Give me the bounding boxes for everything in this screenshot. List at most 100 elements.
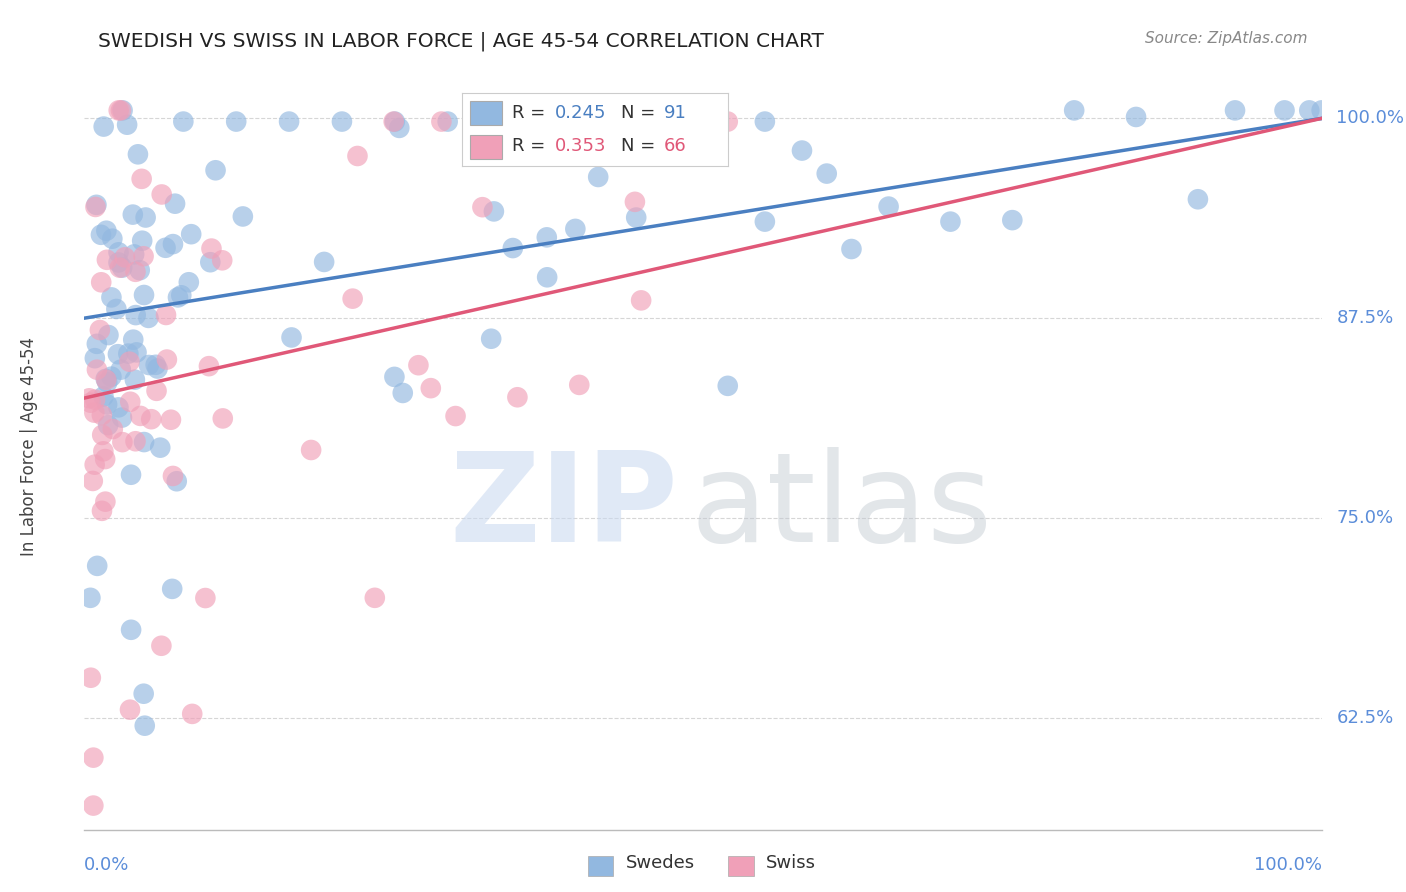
Point <box>167 290 190 304</box>
Point <box>502 241 524 255</box>
Point <box>96 397 118 411</box>
Point <box>436 114 458 128</box>
Point <box>86 336 108 351</box>
Point <box>471 200 494 214</box>
Point <box>200 242 222 256</box>
Point <box>79 591 101 605</box>
Point <box>364 591 387 605</box>
Point <box>94 494 117 508</box>
Point <box>648 114 671 128</box>
Point <box>564 222 586 236</box>
Point <box>204 163 226 178</box>
Point <box>93 444 115 458</box>
Point <box>107 245 129 260</box>
Point <box>391 386 413 401</box>
Point <box>120 467 142 482</box>
Point <box>82 798 104 813</box>
Point <box>132 687 155 701</box>
Point <box>150 187 173 202</box>
Point <box>107 347 129 361</box>
Point <box>717 379 740 393</box>
Point <box>82 750 104 764</box>
Point <box>470 103 492 118</box>
Point <box>1298 103 1320 118</box>
Point <box>124 434 146 449</box>
Point <box>232 210 254 224</box>
Point <box>166 475 188 489</box>
Point <box>83 406 105 420</box>
Point <box>200 255 222 269</box>
Point <box>96 373 118 387</box>
Text: 100.0%: 100.0% <box>1337 110 1405 128</box>
Text: In Labor Force | Age 45-54: In Labor Force | Age 45-54 <box>20 336 38 556</box>
Point <box>444 409 467 423</box>
Point <box>568 377 591 392</box>
Point <box>94 452 117 467</box>
Point <box>586 169 609 184</box>
Point <box>1125 110 1147 124</box>
Text: Swedes: Swedes <box>626 855 695 872</box>
Point <box>669 114 692 128</box>
Point <box>111 103 134 118</box>
Point <box>124 265 146 279</box>
Point <box>489 114 512 128</box>
Point <box>101 232 124 246</box>
Point <box>408 358 430 372</box>
Point <box>536 270 558 285</box>
Point <box>630 293 652 308</box>
Text: 100.0%: 100.0% <box>1254 856 1322 874</box>
Point <box>90 275 112 289</box>
Point <box>127 147 149 161</box>
Point <box>132 435 155 450</box>
Point <box>111 435 134 450</box>
Point <box>141 412 163 426</box>
Point <box>83 351 105 366</box>
Point <box>384 114 406 128</box>
Point <box>700 114 723 128</box>
Point <box>107 255 129 269</box>
Point <box>754 114 776 128</box>
Point <box>86 362 108 376</box>
Point <box>90 227 112 242</box>
Point <box>129 409 152 423</box>
Point <box>1001 213 1024 227</box>
Point <box>939 214 962 228</box>
Point <box>1223 103 1246 118</box>
Point <box>162 469 184 483</box>
Point <box>149 441 172 455</box>
Point <box>145 384 167 398</box>
Point <box>1063 103 1085 118</box>
Point <box>101 422 124 436</box>
Point <box>111 410 134 425</box>
Point <box>574 114 596 128</box>
Point <box>172 114 194 128</box>
Point <box>177 275 200 289</box>
Point <box>211 411 233 425</box>
Point <box>122 247 145 261</box>
Point <box>479 332 502 346</box>
Point <box>225 114 247 128</box>
Point <box>536 230 558 244</box>
Point <box>717 114 740 128</box>
Point <box>280 330 302 344</box>
Point <box>111 260 134 275</box>
Point <box>121 208 143 222</box>
Point <box>117 346 139 360</box>
Point <box>125 308 148 322</box>
Point <box>120 394 142 409</box>
Point <box>97 328 120 343</box>
Text: 75.0%: 75.0% <box>1337 509 1393 527</box>
Point <box>482 204 505 219</box>
Point <box>100 290 122 304</box>
Point <box>841 242 863 256</box>
Point <box>624 211 647 225</box>
Point <box>567 124 589 138</box>
Point <box>478 114 501 128</box>
Point <box>107 401 129 415</box>
Point <box>155 308 177 322</box>
Point <box>107 103 129 118</box>
Point <box>138 310 160 325</box>
Point <box>180 227 202 242</box>
Point <box>430 114 453 128</box>
Point <box>1274 103 1296 118</box>
